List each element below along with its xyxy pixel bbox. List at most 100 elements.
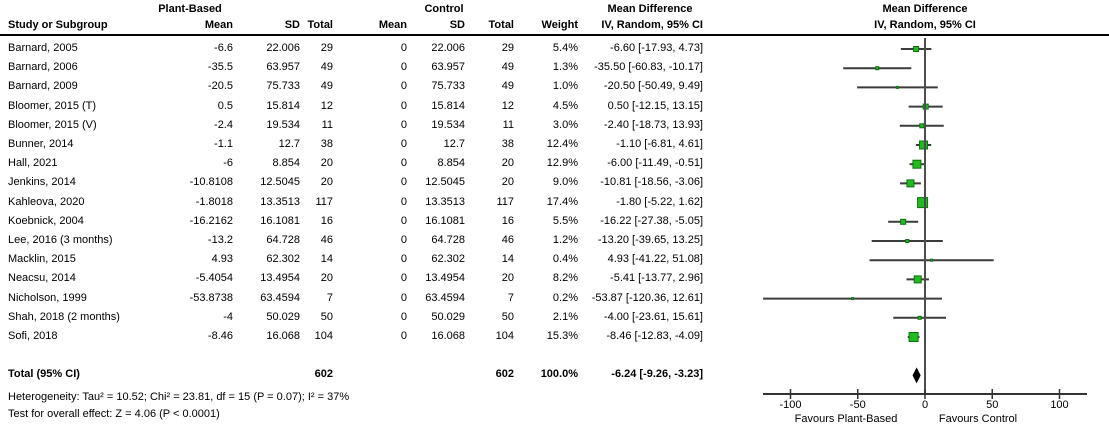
row-mean_t: 0.5 — [217, 100, 233, 112]
row-ci: -8.46 [-12.83, -4.09] — [606, 330, 703, 342]
row-name: Bloomer, 2015 (V) — [8, 119, 97, 131]
row-mean_c: 0 — [400, 311, 407, 323]
row-n_t: 14 — [320, 253, 333, 265]
row-mean_c: 0 — [400, 196, 407, 208]
heterogeneity-note: Heterogeneity: Tau² = 10.52; Chi² = 23.8… — [8, 391, 350, 403]
row-sd_t: 12.7 — [278, 138, 300, 150]
row-sd_c: 13.4954 — [425, 272, 465, 284]
row-mean_t: -16.2162 — [189, 215, 233, 227]
row-n_t: 117 — [315, 196, 333, 208]
row-name: Neacsu, 2014 — [8, 272, 76, 284]
row-ci: -16.22 [-27.38, -5.05] — [600, 215, 703, 227]
axis-tick-label: 0 — [921, 399, 929, 411]
row-sd_t: 50.029 — [266, 311, 300, 323]
row-n_c: 14 — [501, 253, 514, 265]
row-mean_c: 0 — [400, 157, 407, 169]
effect-marker — [851, 297, 855, 301]
axis-tick-label: 50 — [986, 399, 999, 411]
effect-marker — [930, 258, 934, 262]
row-n_t: 7 — [326, 292, 333, 304]
row-ci: -6.00 [-11.49, -0.51] — [607, 157, 703, 169]
row-sd_t: 19.534 — [266, 119, 300, 131]
row-n_c: 16 — [501, 215, 514, 227]
row-sd_t: 12.5045 — [260, 176, 300, 188]
row-ci: -5.41 [-13.77, 2.96] — [610, 272, 703, 284]
column-header-mean-control: Mean — [378, 19, 407, 31]
row-mean_c: 0 — [400, 100, 407, 112]
row-n_c: 46 — [501, 234, 514, 246]
row-ci: -10.81 [-18.56, -3.06] — [600, 176, 703, 188]
axis-left-label: Favours Plant-Based — [794, 413, 898, 425]
header-divider — [0, 34, 1109, 36]
row-sd_c: 19.534 — [431, 119, 465, 131]
row-ci: -20.50 [-50.49, 9.49] — [603, 80, 703, 92]
row-sd_t: 63.4594 — [260, 292, 300, 304]
row-ci: -4.00 [-23.61, 15.61] — [603, 311, 703, 323]
row-mean_c: 0 — [400, 80, 407, 92]
row-n_c: 11 — [502, 119, 514, 131]
effect-marker — [913, 275, 922, 284]
row-sd_t: 63.957 — [266, 61, 300, 73]
row-ci: -2.40 [-18.73, 13.93] — [603, 119, 703, 131]
row-ci: -13.20 [-39.65, 13.25] — [597, 234, 703, 246]
row-name: Hall, 2021 — [8, 157, 58, 169]
row-name: Kahleova, 2020 — [8, 196, 85, 208]
row-mean_c: 0 — [400, 61, 407, 73]
row-mean_c: 0 — [400, 253, 407, 265]
row-n_c: 20 — [501, 272, 514, 284]
row-n_c: 50 — [501, 311, 514, 323]
row-name: Nicholson, 1999 — [8, 292, 87, 304]
row-n_c: 38 — [501, 138, 514, 150]
effect-marker — [919, 123, 925, 129]
row-ci: -6.60 [-17.93, 4.73] — [610, 42, 703, 54]
row-sd_c: 63.957 — [431, 61, 465, 73]
row-mean_c: 0 — [400, 292, 407, 304]
row-name: Jenkins, 2014 — [8, 176, 76, 188]
row-sd_c: 64.728 — [431, 234, 465, 246]
row-sd_t: 8.854 — [272, 157, 300, 169]
effect-marker — [913, 46, 920, 52]
row-sd_c: 22.006 — [431, 42, 465, 54]
row-n_c: 49 — [501, 80, 514, 92]
row-weight: 0.2% — [552, 292, 578, 304]
row-weight: 1.2% — [552, 234, 578, 246]
effect-marker — [917, 197, 929, 209]
row-weight: 0.4% — [552, 253, 578, 265]
row-sd_c: 12.7 — [443, 138, 465, 150]
overall-effect-note: Test for overall effect: Z = 4.06 (P < 0… — [8, 408, 220, 420]
axis-tick-label: -100 — [779, 399, 802, 411]
row-mean_c: 0 — [400, 138, 407, 150]
total-weight: 100.0% — [540, 368, 578, 380]
row-weight: 8.2% — [552, 272, 578, 284]
row-mean_t: -1.8018 — [195, 196, 233, 208]
effect-marker — [912, 159, 922, 169]
row-sd_t: 13.3513 — [260, 196, 300, 208]
effect-marker — [908, 332, 919, 342]
total-n-control: 602 — [495, 368, 514, 380]
column-header-total-control: Total — [488, 19, 514, 31]
row-weight: 1.0% — [552, 80, 578, 92]
row-sd_t: 75.733 — [266, 80, 300, 92]
column-header-weight: Weight — [541, 19, 578, 31]
row-sd_c: 8.854 — [437, 157, 465, 169]
row-n_t: 46 — [320, 234, 333, 246]
row-ci: -35.50 [-60.83, -10.17] — [594, 61, 703, 73]
row-weight: 1.3% — [552, 61, 578, 73]
column-header-total-plant: Total — [307, 19, 333, 31]
row-n_c: 104 — [495, 330, 514, 342]
row-sd_t: 16.068 — [266, 330, 300, 342]
row-n_t: 11 — [321, 119, 333, 131]
effect-marker — [900, 218, 907, 225]
row-name: Koebnick, 2004 — [8, 215, 84, 227]
row-sd_c: 63.4594 — [425, 292, 465, 304]
row-mean_t: -53.8738 — [189, 292, 233, 304]
row-sd_c: 13.3513 — [425, 196, 465, 208]
row-n_t: 29 — [320, 42, 333, 54]
total-label: Total (95% CI) — [8, 368, 80, 380]
effect-marker — [905, 239, 910, 243]
effect-header-plot-column: Mean Difference — [882, 3, 968, 15]
row-n_c: 7 — [507, 292, 514, 304]
row-name: Macklin, 2015 — [8, 253, 76, 265]
row-name: Bloomer, 2015 (T) — [8, 100, 97, 112]
